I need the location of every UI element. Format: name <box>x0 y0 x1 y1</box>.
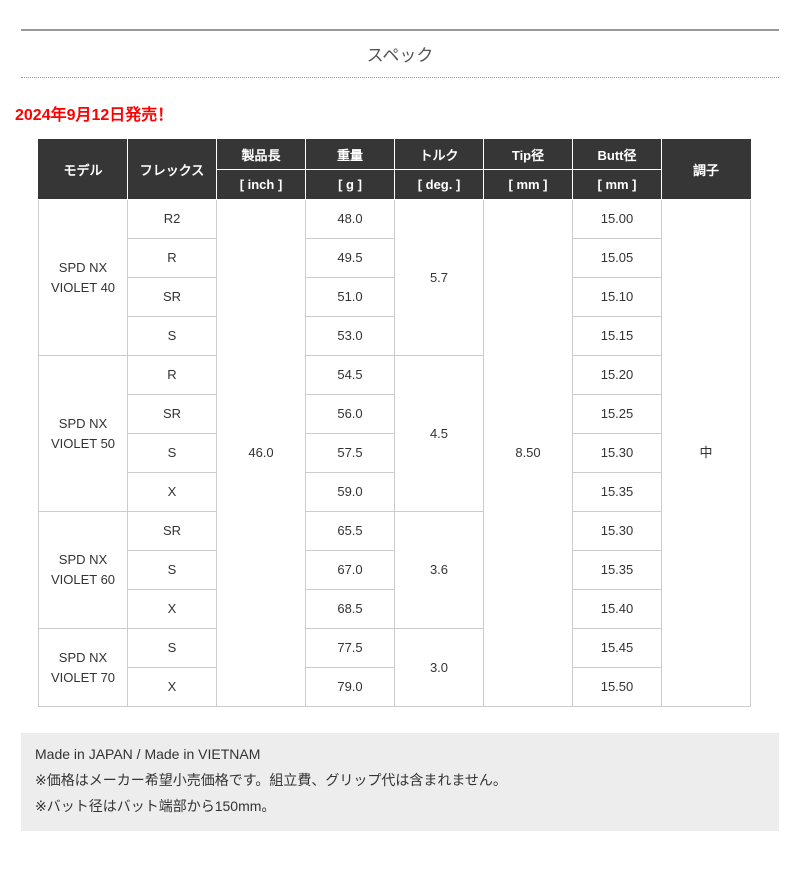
col-header-length: 製品長 <box>216 139 306 170</box>
col-header-model: モデル <box>38 139 128 200</box>
kick-cell: 中 <box>661 199 751 707</box>
weight-cell: 53.0 <box>305 316 395 356</box>
flex-cell: R2 <box>127 199 217 239</box>
weight-cell: 77.5 <box>305 628 395 668</box>
spec-row: X 59.0 15.35 <box>39 472 751 512</box>
butt-cell: 15.40 <box>572 589 662 629</box>
weight-cell: 56.0 <box>305 394 395 434</box>
col-header-butt: Butt径 <box>572 139 662 170</box>
page-title: スペック <box>366 46 434 65</box>
col-unit-length: [ inch ] <box>216 169 306 200</box>
footer-made-in-line: Made in JAPAN / Made in VIETNAM <box>35 746 261 762</box>
col-unit-tip: [ mm ] <box>483 169 573 200</box>
flex-cell: R <box>127 355 217 395</box>
col-header-tip: Tip径 <box>483 139 573 170</box>
weight-cell: 51.0 <box>305 277 395 317</box>
weight-cell: 79.0 <box>305 667 395 707</box>
flex-cell: X <box>127 472 217 512</box>
flex-cell: X <box>127 589 217 629</box>
spec-row: SPD NX VIOLET 60 SR 65.5 3.6 15.30 <box>38 511 751 629</box>
butt-cell: 15.45 <box>572 628 662 668</box>
model-cell: SPD NX VIOLET 50 <box>38 355 128 512</box>
weight-cell: 57.5 <box>305 433 395 473</box>
flex-cell: R <box>127 238 217 278</box>
butt-cell: 15.00 <box>572 199 662 239</box>
header-row-names: モデル フレックス 製品長 重量 トルク Tip径 Butt径 調子 <box>38 139 751 200</box>
butt-cell: 15.05 <box>572 238 662 278</box>
weight-cell: 65.5 <box>305 511 395 551</box>
flex-cell: SR <box>127 394 217 434</box>
torque-cell: 4.5 <box>394 355 484 512</box>
spec-row: X 68.5 15.40 <box>39 589 751 629</box>
butt-cell: 15.30 <box>572 511 662 551</box>
length-cell: 46.0 <box>216 199 306 707</box>
spec-row: R 49.5 15.05 <box>39 238 751 278</box>
tip-cell: 8.50 <box>483 199 573 707</box>
footer-note: Made in JAPAN / Made in VIETNAM ※価格はメーカー… <box>21 733 779 831</box>
flex-cell: SR <box>127 277 217 317</box>
col-header-torque: トルク <box>394 139 484 170</box>
butt-cell: 15.25 <box>572 394 662 434</box>
model-cell: SPD NX VIOLET 60 <box>38 511 128 629</box>
col-header-weight: 重量 <box>305 139 395 170</box>
footer-price-note-line: ※価格はメーカー希望小売価格です。組立費、グリップ代は含まれません。 <box>35 772 507 788</box>
spec-table: モデル フレックス 製品長 重量 トルク Tip径 Butt径 調子 [ inc… <box>38 139 751 707</box>
weight-cell: 54.5 <box>305 355 395 395</box>
weight-cell: 48.0 <box>305 199 395 239</box>
page: スペック 2024年9月12日発売！ モデル フレックス 製品長 重量 トルク … <box>0 29 800 831</box>
torque-cell: 3.0 <box>394 628 484 707</box>
weight-cell: 49.5 <box>305 238 395 278</box>
col-unit-weight: [ g ] <box>305 169 395 200</box>
spec-row: S 53.0 15.15 <box>39 316 751 356</box>
spec-row: SR 56.0 15.25 <box>39 394 751 434</box>
model-cell: SPD NX VIOLET 70 <box>38 628 128 707</box>
flex-cell: S <box>127 433 217 473</box>
spec-table-header: モデル フレックス 製品長 重量 トルク Tip径 Butt径 調子 [ inc… <box>38 139 751 200</box>
model-cell: SPD NX VIOLET 40 <box>38 199 128 356</box>
spec-table-body: SPD NX VIOLET 40 R2 46.0 48.0 5.7 8.50 15.00 中 R… <box>38 199 751 707</box>
header-row-units: [ inch ] [ g ] [ deg. ] [ mm ] [ mm ] <box>39 169 751 200</box>
spec-row: S 57.5 15.30 <box>39 433 751 473</box>
torque-cell: 3.6 <box>394 511 484 629</box>
spec-row: SR 51.0 15.10 <box>39 277 751 317</box>
weight-cell: 68.5 <box>305 589 395 629</box>
col-unit-torque: [ deg. ] <box>394 169 484 200</box>
flex-cell: S <box>127 550 217 590</box>
col-header-flex: フレックス <box>127 139 217 200</box>
butt-cell: 15.20 <box>572 355 662 395</box>
butt-cell: 15.10 <box>572 277 662 317</box>
spec-row: SPD NX VIOLET 70 S 77.5 3.0 15.45 <box>38 628 751 707</box>
spec-row: SPD NX VIOLET 40 R2 46.0 48.0 5.7 8.50 15.00 中 <box>38 199 751 707</box>
weight-cell: 59.0 <box>305 472 395 512</box>
col-unit-butt: [ mm ] <box>572 169 662 200</box>
butt-cell: 15.35 <box>572 472 662 512</box>
butt-cell: 15.30 <box>572 433 662 473</box>
release-date-heading: 2024年9月12日発売！ <box>15 107 174 124</box>
torque-cell: 5.7 <box>394 199 484 356</box>
butt-cell: 15.35 <box>572 550 662 590</box>
flex-cell: X <box>127 667 217 707</box>
spec-row: X 79.0 15.50 <box>39 667 751 707</box>
top-divider <box>21 29 779 31</box>
dotted-divider <box>21 77 779 78</box>
butt-cell: 15.50 <box>572 667 662 707</box>
butt-cell: 15.15 <box>572 316 662 356</box>
flex-cell: S <box>127 628 217 668</box>
spec-row: SPD NX VIOLET 50 R 54.5 4.5 15.20 <box>38 355 751 512</box>
flex-cell: SR <box>127 511 217 551</box>
footer-butt-measure-line: ※バット径はバット端部から150mm。 <box>35 798 276 814</box>
weight-cell: 67.0 <box>305 550 395 590</box>
flex-cell: S <box>127 316 217 356</box>
col-header-kick: 調子 <box>661 139 751 200</box>
